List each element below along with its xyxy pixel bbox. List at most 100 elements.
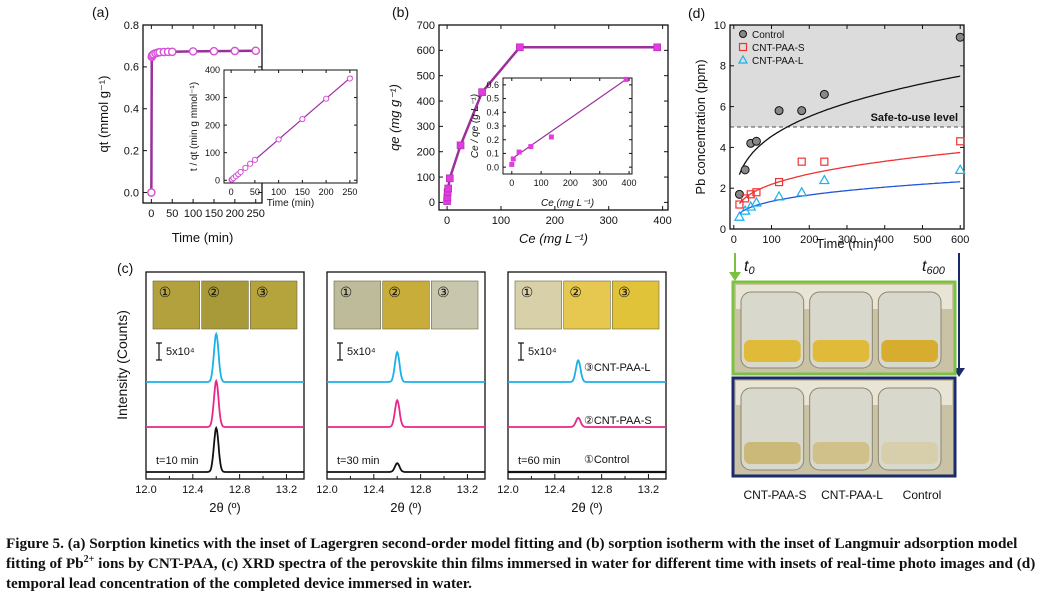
panel-a-inset-x-tick-label: 0 [229, 187, 234, 197]
panel-c-photo-film [250, 280, 298, 330]
caption-text-part2: ions by CNT-PAA, (c) XRD spectra of the … [6, 555, 1036, 592]
panel-b-inset-y-tick-label: 0.3 [486, 121, 499, 131]
panel-b-inset-x-tick-label: 300 [592, 178, 607, 188]
panel-a-inset-xlabel: Time (min) [267, 198, 314, 209]
panel-b-inset-x-tick-label: 200 [563, 178, 578, 188]
panel-d-x-tick-label: 0 [731, 234, 737, 246]
panel-d-legend-marker [739, 30, 747, 38]
panel-b-point [516, 43, 524, 52]
panel-c-xlabel: 2θ (º) [209, 500, 240, 515]
panel-d-y-tick-label: 6 [720, 101, 726, 113]
panel-a-xlabel: Time (min) [172, 230, 234, 245]
panel-d-legend-label: CNT-PAA-S [752, 43, 805, 54]
panel-a-inset-ylabel: t / qt (min g mmol⁻¹) [189, 82, 200, 171]
panel-a-inset-x-tick-label: 200 [319, 187, 334, 197]
panel-c-spectrum-1 [508, 359, 666, 383]
panel-b-inset-y-tick-label: 0.0 [486, 162, 499, 172]
panel-d-x-tick-label: 600 [951, 234, 969, 246]
panel-a-y-tick-label: 0.4 [124, 104, 139, 116]
panel-c-photo-film [514, 280, 562, 330]
panel-a-inset-point [247, 160, 254, 167]
panel-c-x-tick-label: 13.2 [276, 484, 297, 496]
panel-d-x-tick-label: 100 [762, 234, 780, 246]
panel-d-y-tick-label: 10 [714, 20, 726, 32]
panel-c-spectrum-3 [327, 462, 485, 473]
panel-b-inset-y-tick-label: 0.6 [486, 80, 499, 90]
caption-superscript: 2+ [83, 553, 95, 565]
panel-a-label: (a) [92, 4, 109, 20]
panel-c-time-label: t=30 min [337, 455, 380, 467]
panel-c-photo-number: ② [569, 284, 582, 300]
panel-c-time-label: t=10 min [156, 455, 199, 467]
panel-b-y-tick-label: 300 [417, 121, 435, 133]
panel-c-series-label-2: ②CNT-PAA-S [584, 415, 652, 427]
panel-b-x-tick-label: 400 [653, 215, 671, 227]
panel-d-point-cnt-paa-s [735, 200, 744, 209]
panel-a-inset-frame [223, 69, 358, 184]
panel-d-point-cnt-paa-s [752, 188, 761, 197]
panel-b-y-tick-label: 0 [429, 197, 435, 209]
panel-a-inset-x-tick-label: 150 [295, 187, 310, 197]
panel-b-inset-y-tick-label: 0.1 [486, 149, 499, 159]
panel-c-scale-label: 5x10⁴ [528, 346, 557, 358]
panel-a-x-tick-label: 50 [166, 208, 178, 220]
panel-d-label: (d) [688, 5, 705, 21]
panel-d-point-cnt-paa-s [746, 190, 755, 199]
panel-b-inset-y-tick-label: 0.4 [486, 107, 499, 117]
panel-d-photo-start-vial-film [744, 340, 801, 362]
panel-a-x-tick-label: 100 [184, 208, 202, 220]
panel-b-y-tick-label: 700 [417, 20, 435, 32]
panel-d-fit-curve-1 [738, 75, 961, 175]
panel-d-point-cnt-paa-l [773, 190, 785, 201]
panel-d-arrow-green-head [729, 272, 741, 281]
panel-b-point [456, 141, 465, 150]
panel-b-point [445, 174, 454, 183]
panel-d-y-tick-label: 2 [720, 183, 726, 195]
panel-d-xlabel: Time (min) [816, 236, 878, 251]
panel-a-inset-point [299, 115, 306, 123]
panel-d-legend-marker [738, 42, 748, 52]
panel-d-legend-label: Control [752, 30, 784, 41]
panel-a-inset-y-tick-label: 100 [205, 148, 220, 158]
panel-d-fit-curve-3 [739, 181, 961, 214]
panel-a-inset-point [242, 164, 249, 171]
panel-a-inset-y-tick-label: 400 [205, 65, 220, 75]
panel-d-photo-t600-label: t600 [922, 258, 946, 277]
panel-d-y-tick-label: 8 [720, 61, 726, 73]
panel-d-photo-end-vial-film [812, 442, 870, 464]
panel-a-x-tick-label: 250 [247, 208, 265, 220]
panel-a-point [167, 47, 177, 57]
panel-c-ylabel: Intensity (Counts) [114, 310, 130, 420]
panel-d-point-control [774, 106, 784, 116]
panel-c-scale-label: 5x10⁴ [166, 346, 195, 358]
panel-d-point-cnt-paa-l [954, 164, 966, 174]
panel-c-x-tick-label: 12.8 [591, 484, 612, 496]
panel-c-spectrum-2 [327, 398, 485, 428]
panel-b-inset-xlabel: Ce (mg L⁻¹) [541, 198, 594, 209]
figure-caption: Figure 5. (a) Sorption kinetics with the… [6, 534, 1056, 594]
panel-b-inset-bg [503, 78, 632, 174]
panel-b-inset-ylabel: Ce / qe (g L⁻¹) [470, 94, 481, 158]
panel-b-y-tick-label: 100 [417, 172, 435, 184]
panel-a-y-tick-label: 0.6 [124, 62, 139, 74]
panel-b-xlabel: Ce (mg L⁻¹) [519, 231, 588, 246]
panel-a-x-tick-label: 150 [205, 208, 223, 220]
panel-c-photo-number: ③ [256, 284, 269, 300]
panel-a-x-tick-label: 0 [148, 208, 154, 220]
panel-d-photo-t0-label: t0 [744, 258, 755, 277]
panel-d-point-cnt-paa-s [774, 177, 784, 187]
panel-d-photo-start-vial-film [812, 340, 870, 362]
panel-b-y-tick-label: 600 [417, 45, 435, 57]
panel-d-x-tick-label: 400 [876, 234, 894, 246]
panel-a-inset-bg [224, 70, 357, 183]
panel-b-x-tick-label: 0 [444, 215, 450, 227]
panel-d-point-control [740, 165, 750, 175]
panel-b-inset-y-tick-label: 0.5 [486, 94, 499, 104]
panel-c-photo-film [201, 280, 249, 330]
panel-c-photo-number: ① [340, 284, 353, 300]
panel-c-label: (c) [117, 260, 133, 276]
panel-b-inset-point [516, 149, 522, 155]
panel-c-series-label-1: ③CNT-PAA-L [584, 362, 651, 374]
panel-b-inset-y-tick-label: 0.2 [486, 135, 499, 145]
